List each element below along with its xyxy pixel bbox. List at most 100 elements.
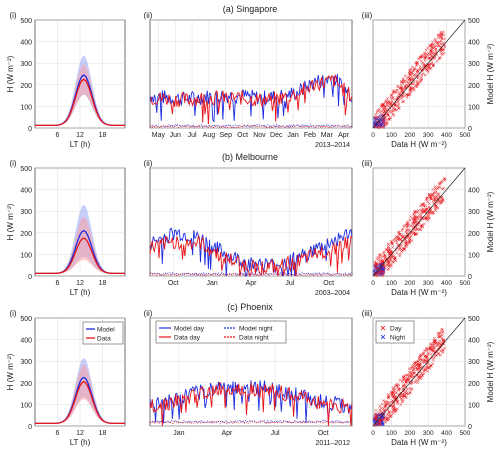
day-point [436, 33, 440, 37]
model-day-line [149, 227, 353, 277]
day-point [425, 208, 429, 212]
day-point [434, 209, 438, 213]
y-tick-label: 100 [20, 104, 32, 111]
day-point [377, 115, 381, 119]
day-point [387, 401, 391, 405]
y-tick-label: 200 [20, 231, 32, 238]
day-point [378, 404, 382, 408]
day-point [395, 241, 399, 245]
day-point [409, 85, 412, 89]
y-axis-label: H (W m⁻²) [6, 353, 15, 390]
day-point [418, 55, 422, 59]
day-point [437, 194, 441, 198]
day-point [414, 378, 418, 382]
day-point [394, 239, 398, 243]
day-point [397, 106, 401, 110]
day-point [391, 245, 395, 249]
y-tick-label: 500 [468, 18, 480, 25]
day-point [429, 43, 433, 47]
day-point [413, 232, 417, 236]
day-point [379, 410, 383, 414]
day-point [419, 73, 423, 77]
day-point [411, 217, 415, 220]
y-tick-label: 0 [28, 126, 32, 133]
day-point [409, 372, 413, 376]
day-point [432, 191, 436, 195]
day-point [374, 115, 378, 119]
x-tick-label: 200 [404, 132, 415, 139]
day-point [382, 120, 386, 124]
day-point [386, 113, 390, 117]
day-point [440, 327, 444, 331]
day-point [396, 100, 400, 104]
x-tick-label: 12 [76, 132, 84, 139]
x-tick-label: Nov [253, 132, 266, 139]
day-point [383, 106, 387, 110]
day-point [393, 90, 397, 94]
day-point [415, 367, 419, 371]
y-tick-label: 0 [468, 274, 472, 281]
day-point [400, 250, 404, 254]
day-point [419, 75, 423, 79]
day-point [437, 332, 441, 336]
day-point [429, 62, 433, 66]
x-tick-label: Apr [338, 132, 350, 139]
day-point [382, 413, 386, 417]
row-title: (a) Singapore [223, 4, 278, 14]
day-point [421, 203, 425, 207]
day-point [441, 330, 445, 334]
day-point [374, 116, 378, 120]
day-point [436, 342, 439, 346]
x-axis-label: Data H (W m⁻²) [391, 140, 447, 149]
day-point [433, 198, 437, 202]
x-tick-label: Aug [203, 132, 216, 139]
day-point [408, 92, 412, 96]
day-point [418, 374, 422, 378]
day-point [379, 406, 383, 410]
day-point [400, 88, 404, 92]
day-point [419, 78, 423, 82]
day-point [421, 72, 425, 76]
day-point [383, 400, 387, 404]
day-point [391, 109, 395, 113]
day-point [381, 259, 385, 263]
day-point [402, 94, 406, 98]
day-point [414, 61, 418, 65]
x-tick-label: 6 [56, 430, 60, 437]
day-point [434, 201, 438, 205]
legend-label: Model night [239, 326, 273, 333]
data-day-line [149, 73, 353, 125]
data-night-line [149, 272, 353, 276]
day-point [430, 348, 434, 352]
day-point [400, 80, 404, 84]
day-point [389, 400, 393, 404]
day-point [424, 359, 428, 363]
day-point [398, 252, 402, 256]
day-point [373, 415, 377, 419]
day-point [373, 272, 377, 276]
day-point [419, 59, 423, 63]
day-point [413, 210, 417, 213]
legend-box [155, 320, 287, 344]
y-tick-label: 500 [468, 316, 480, 323]
day-point [381, 119, 385, 123]
day-point [409, 224, 413, 228]
x-tick-label: Dec [270, 132, 283, 139]
night-point [381, 423, 385, 427]
x-tick-label: 12 [76, 430, 84, 437]
day-point [441, 48, 445, 52]
day-point [426, 357, 430, 361]
day-point [435, 203, 439, 207]
one-to-one-line [372, 19, 466, 129]
day-point [406, 224, 410, 228]
day-point [406, 222, 410, 226]
day-point [432, 196, 436, 200]
legend-label: Data night [239, 335, 269, 342]
y-tick-label: 500 [20, 18, 32, 25]
day-point [375, 414, 379, 418]
x-tick-label: Oct [323, 280, 334, 287]
day-point [379, 111, 383, 115]
day-point [418, 65, 422, 69]
day-point [395, 88, 399, 92]
day-point [424, 48, 428, 52]
